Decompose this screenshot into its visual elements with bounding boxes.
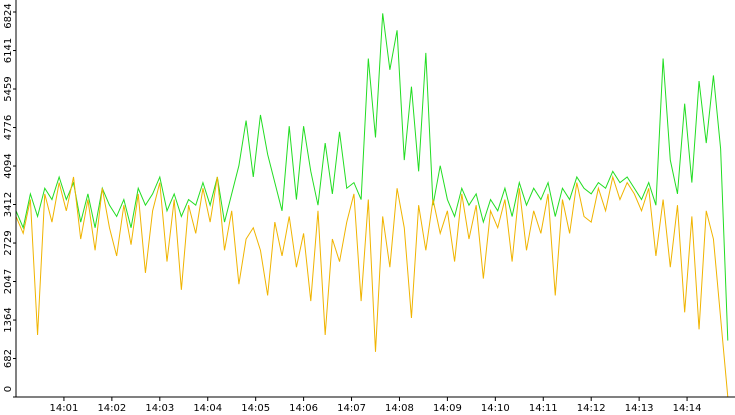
x-tick-label: 14:05 [241,403,270,414]
y-tick-label: 5459 [3,76,14,101]
x-tick-label: 14:12 [577,403,606,414]
y-tick-label: 2729 [3,230,14,255]
x-tick-label: 14:11 [529,403,558,414]
x-tick-label: 14:10 [481,403,510,414]
y-tick-label: 682 [3,349,14,368]
y-tick-label: 6824 [3,3,14,28]
x-tick-label: 14:08 [385,403,414,414]
series-line [15,13,729,341]
y-tick-label: 6141 [3,38,14,63]
x-tick-label: 14:04 [193,403,222,414]
y-tick-label: 2047 [3,269,14,294]
x-tick-label: 14:02 [97,403,126,414]
x-tick-label: 14:07 [337,403,366,414]
x-tick-label: 14:14 [673,403,702,414]
x-tick-label: 14:06 [289,403,318,414]
y-tick-label: 3412 [3,192,14,217]
y-tick-label: 4094 [3,153,14,178]
x-tick-label: 14:13 [625,403,654,414]
y-tick-label: 1364 [3,307,14,332]
x-tick-label: 14:01 [50,403,79,414]
y-tick-label: 0 [3,386,14,392]
y-tick-label: 4776 [3,115,14,140]
x-tick-label: 14:09 [433,403,462,414]
x-tick-label: 14:03 [145,403,174,414]
series-line [15,175,729,398]
